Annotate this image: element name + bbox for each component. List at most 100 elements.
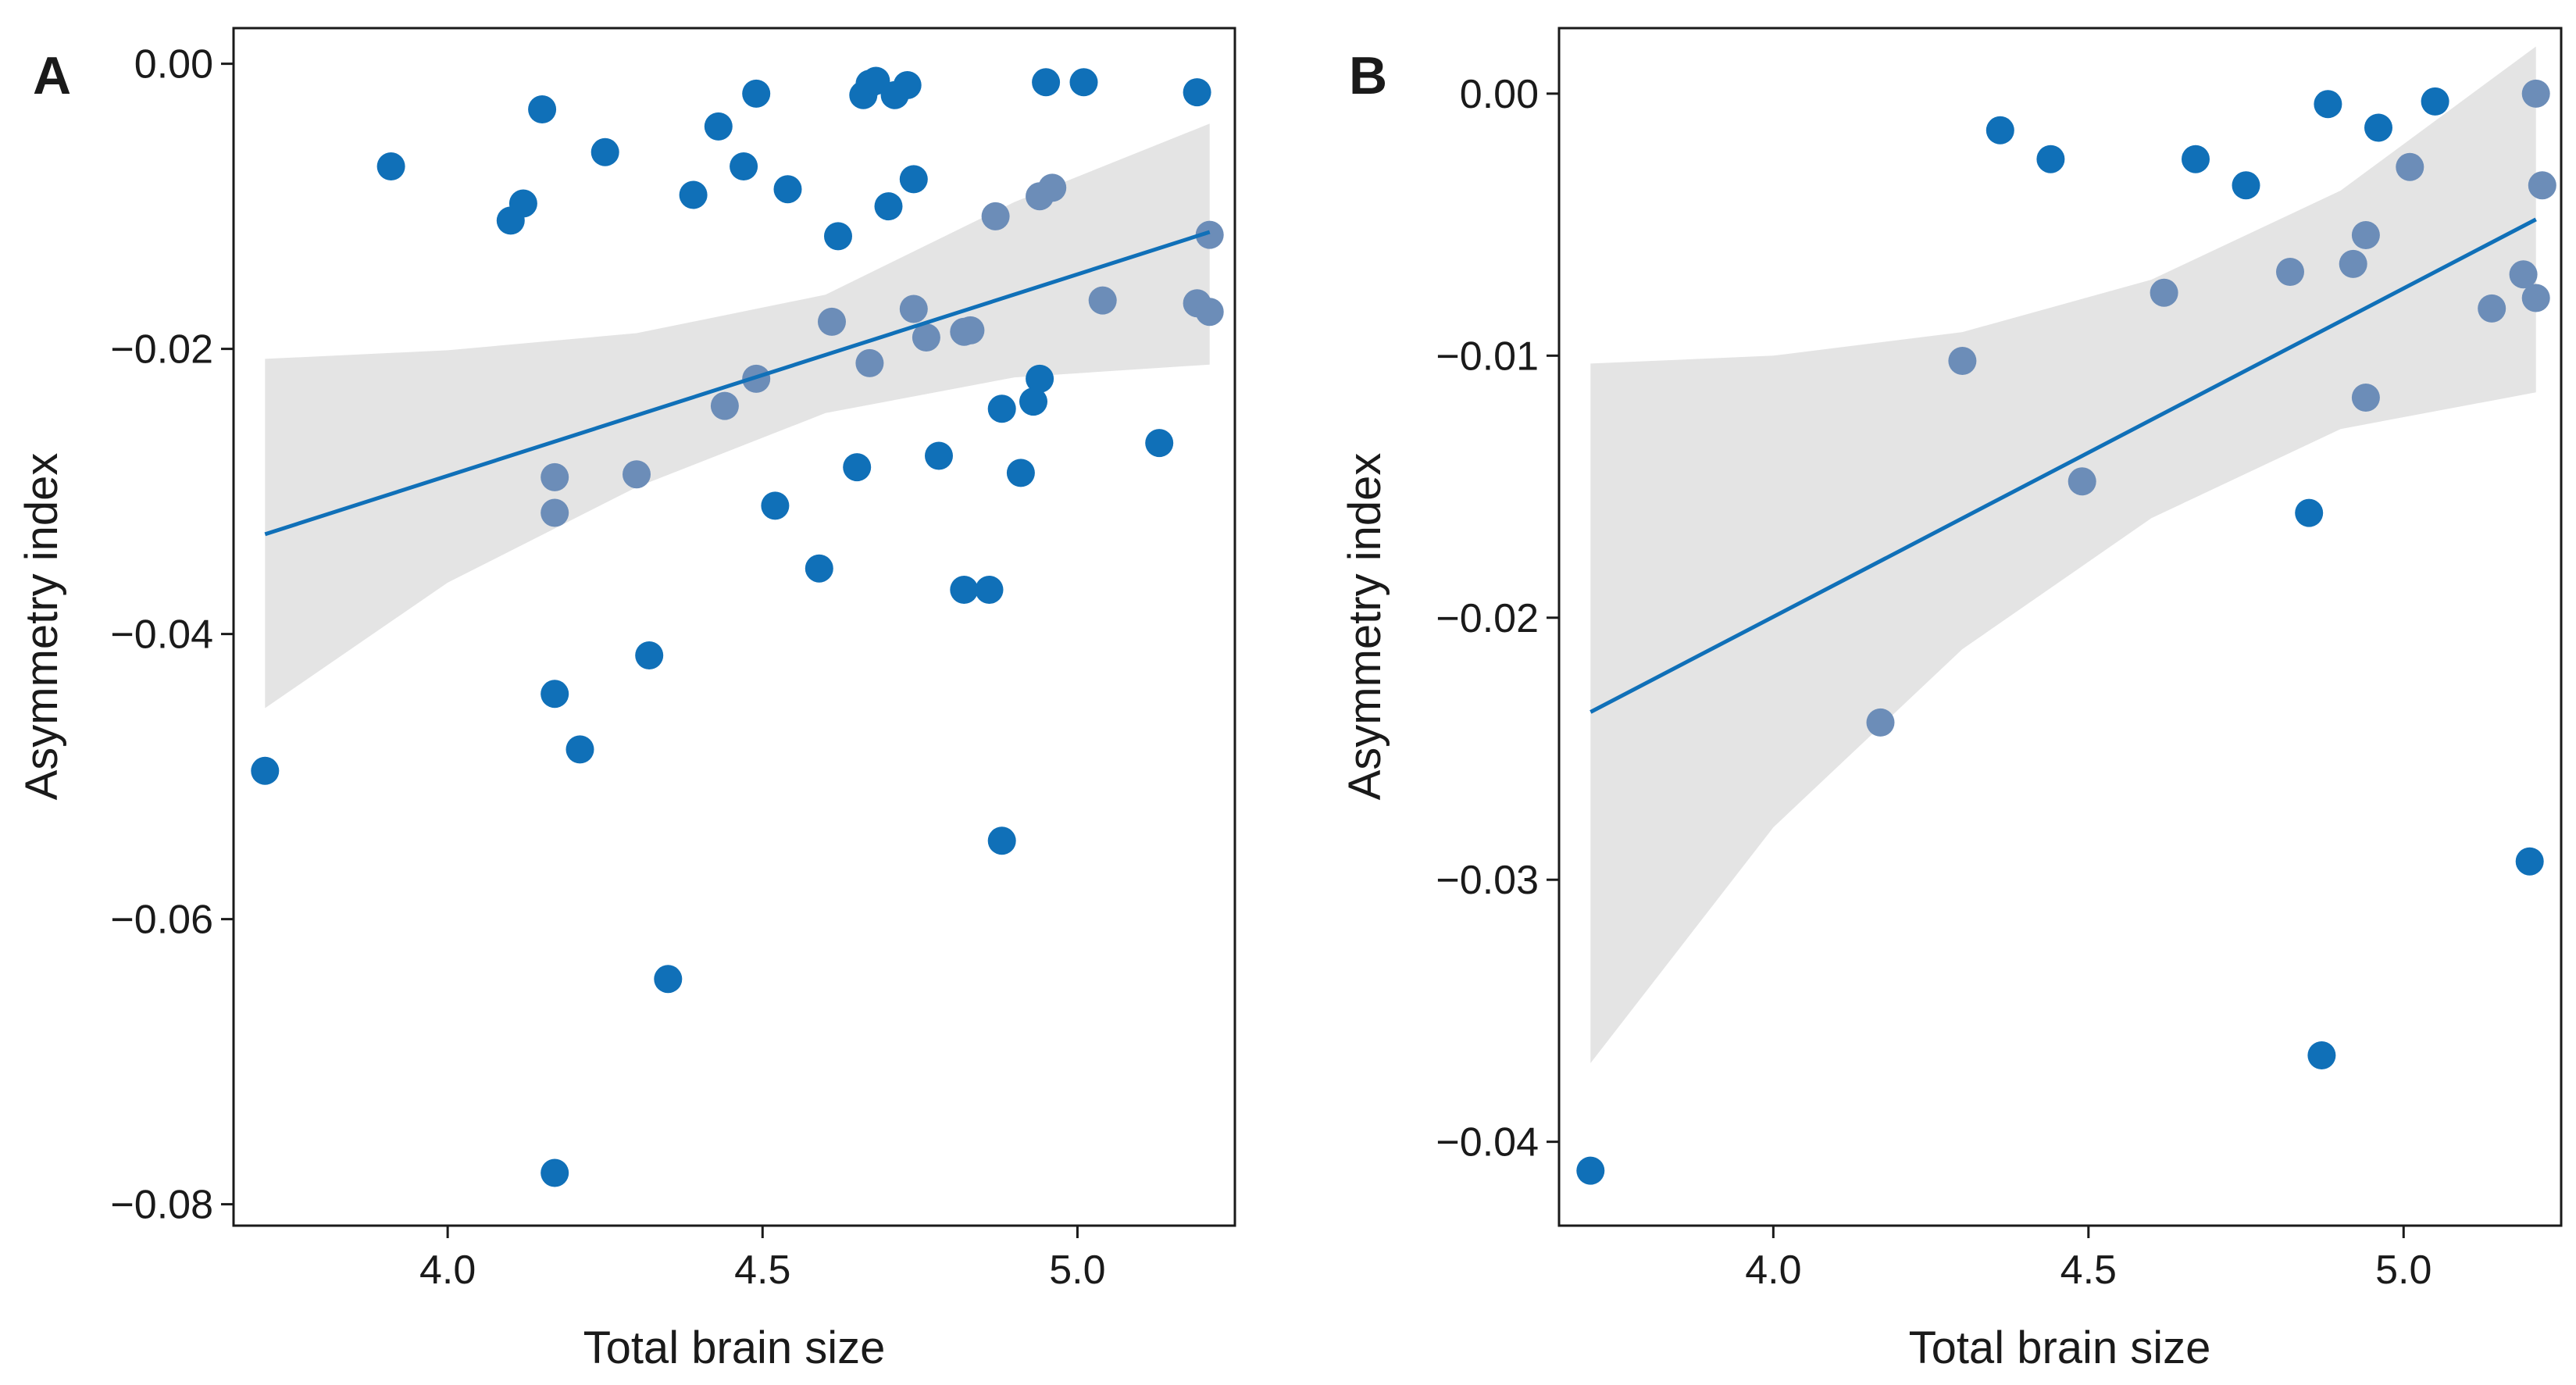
data-point: [710, 391, 739, 420]
data-point: [566, 735, 594, 764]
data-point: [541, 498, 569, 527]
data-point: [912, 323, 940, 352]
x-axis-title: Total brain size: [583, 1323, 886, 1373]
data-point: [508, 189, 537, 218]
data-point: [2364, 113, 2392, 142]
data-point: [2182, 145, 2210, 173]
x-tick-label: 4.5: [2060, 1248, 2117, 1293]
data-point: [2515, 847, 2544, 876]
data-point: [855, 348, 884, 377]
data-point: [635, 641, 664, 669]
data-point: [704, 112, 733, 141]
data-point: [1183, 78, 1211, 107]
y-tick-label: −0.08: [110, 1183, 213, 1228]
data-point: [987, 826, 1016, 855]
data-point: [843, 453, 872, 482]
data-point: [1032, 68, 1061, 97]
x-tick-label: 5.0: [2375, 1248, 2432, 1293]
regression-line: [264, 230, 1211, 537]
data-point: [590, 137, 619, 166]
data-point: [975, 576, 1004, 604]
data-point: [761, 491, 790, 520]
data-point: [893, 71, 922, 99]
data-point: [2232, 171, 2260, 200]
y-tick-label: −0.06: [110, 898, 213, 943]
data-point: [981, 202, 1010, 230]
data-point: [654, 965, 683, 994]
data-point: [2276, 258, 2304, 286]
data-point: [956, 316, 985, 344]
data-point: [2478, 294, 2506, 323]
data-point: [1069, 68, 1098, 97]
data-point: [1195, 220, 1224, 249]
y-tick-label: −0.03: [1436, 858, 1539, 903]
data-point: [987, 394, 1016, 423]
y-tick-label: −0.01: [1436, 334, 1539, 379]
confidence-band: [265, 123, 1210, 709]
data-point: [925, 441, 953, 470]
plot-frame: [1557, 27, 2563, 1227]
panel-b: B 0.00 −0.01 −0.02 −0.03 −0.04 4.0 4.5 5.0 Tot…: [1340, 27, 2563, 1373]
data-point: [2068, 467, 2096, 496]
data-point: [541, 680, 569, 709]
y-axis: 0.00 −0.02 −0.04 −0.06 −0.08: [110, 42, 234, 1228]
data-point: [2150, 278, 2178, 307]
y-tick-label: −0.02: [1436, 596, 1539, 641]
x-axis: 4.0 4.5 5.0: [419, 1226, 1106, 1293]
data-point: [818, 307, 846, 336]
data-point: [899, 165, 928, 194]
data-point: [679, 180, 708, 209]
data-point: [1088, 286, 1117, 315]
data-point: [2396, 152, 2424, 181]
data-point: [2339, 249, 2367, 278]
y-tick-label: −0.04: [110, 612, 213, 658]
data-point: [2509, 260, 2538, 289]
data-point: [2528, 171, 2556, 200]
y-axis-title: Asymmetry index: [1340, 453, 1390, 801]
data-point: [1006, 459, 1035, 487]
data-point: [805, 554, 833, 583]
data-point: [1145, 429, 1174, 458]
data-point: [1948, 347, 1977, 375]
data-point: [541, 462, 569, 491]
panel-b-label: B: [1349, 46, 1387, 105]
data-point: [2314, 90, 2342, 119]
y-tick-label: −0.04: [1436, 1120, 1539, 1165]
data-point: [2421, 87, 2449, 116]
data-point: [1576, 1156, 1605, 1185]
x-axis: 4.0 4.5 5.0: [1745, 1226, 2432, 1293]
data-point: [773, 175, 802, 204]
panel-a: A 0.00 −0.02 −0.04 −0.06 −0.08 4.0 4.5 5.0 Tot…: [16, 27, 1236, 1373]
data-point: [1195, 298, 1224, 327]
data-point: [2036, 145, 2065, 173]
y-tick-label: 0.00: [134, 42, 213, 87]
data-point: [251, 756, 280, 785]
y-tick-label: −0.02: [110, 327, 213, 373]
data-point: [1019, 387, 1047, 416]
data-point: [874, 192, 903, 221]
x-tick-label: 4.0: [419, 1248, 476, 1293]
data-point: [2351, 221, 2380, 249]
data-point: [623, 460, 651, 489]
data-point: [2521, 79, 2550, 108]
data-point: [824, 222, 852, 251]
x-tick-label: 4.5: [734, 1248, 790, 1293]
data-point: [1866, 708, 1895, 737]
data-points: [1576, 79, 2556, 1185]
regression-line: [1589, 217, 2537, 714]
panel-a-label: A: [33, 46, 71, 105]
data-point: [1038, 173, 1067, 202]
data-point: [1986, 116, 2014, 145]
data-point: [950, 576, 979, 604]
confidence-band: [1590, 46, 2536, 1063]
x-tick-label: 4.0: [1745, 1248, 1801, 1293]
data-point: [2351, 384, 2380, 412]
x-tick-label: 5.0: [1049, 1248, 1105, 1293]
data-point: [541, 1158, 569, 1187]
data-points: [251, 66, 1224, 1187]
y-tick-label: 0.00: [1460, 72, 1539, 117]
plot-frame: [232, 27, 1236, 1227]
x-axis-title: Total brain size: [1909, 1323, 2211, 1373]
y-axis: 0.00 −0.01 −0.02 −0.03 −0.04: [1436, 72, 1559, 1165]
